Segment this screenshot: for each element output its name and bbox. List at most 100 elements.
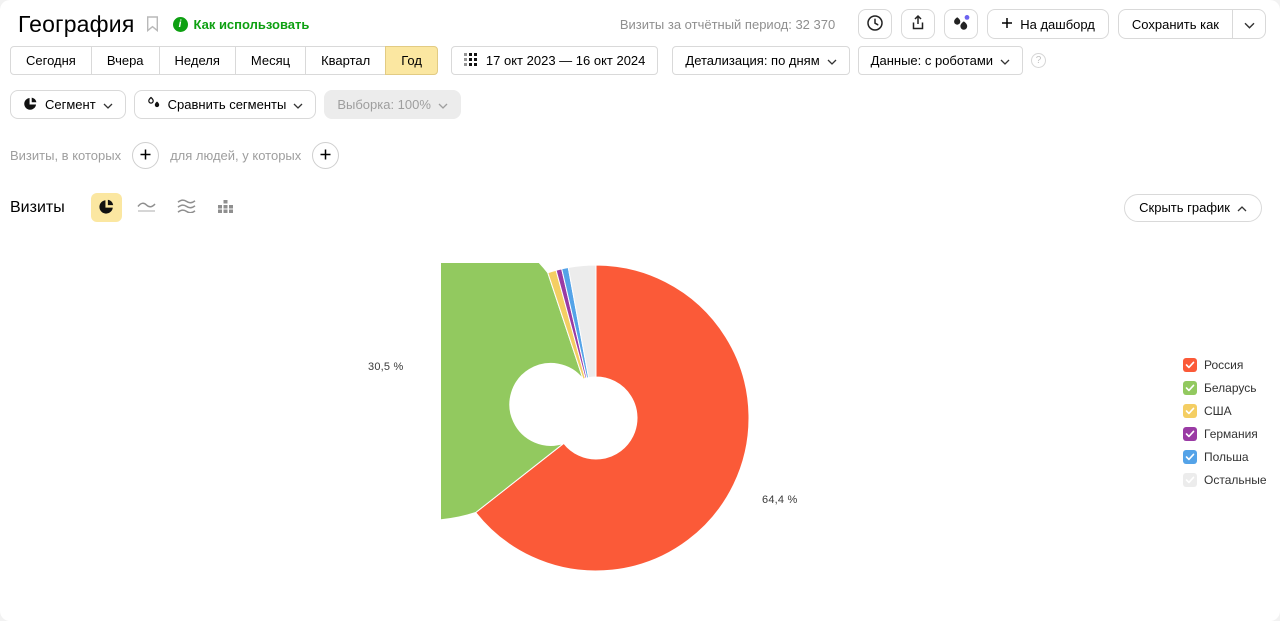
chart-type-pie-button[interactable] <box>90 193 122 222</box>
period-tab[interactable]: Вчера <box>90 46 160 75</box>
legend-checkbox[interactable] <box>1183 449 1197 464</box>
plus-icon <box>1001 17 1013 32</box>
check-icon <box>1185 430 1195 437</box>
compare-segments-button[interactable]: Сравнить сегменты <box>133 90 317 119</box>
ai-assistant-button[interactable] <box>944 9 979 39</box>
chart-type-columns-button[interactable] <box>211 193 242 222</box>
pie-slice-1[interactable] <box>474 264 750 572</box>
segment-button[interactable]: Сегмент <box>10 90 126 119</box>
data-robots-dropdown[interactable]: Данные: с роботами <box>857 46 1024 75</box>
donut-chart <box>441 263 750 572</box>
calendar-grid-icon <box>463 52 478 69</box>
period-tab[interactable]: Месяц <box>234 46 307 75</box>
add-to-dashboard-button[interactable]: На дашборд <box>987 9 1109 39</box>
legend-checkbox[interactable] <box>1183 357 1197 372</box>
sample-button[interactable]: Выборка: 100% <box>324 90 461 119</box>
detalization-label: Детализация: по дням <box>685 53 820 68</box>
date-range-label: 17 окт 2023 — 16 окт 2024 <box>485 53 646 68</box>
check-icon <box>1185 361 1195 368</box>
segments-row: Сегмент Сравнить сегменты Выборка: 100% <box>10 90 461 119</box>
legend-checkbox[interactable] <box>1183 472 1197 487</box>
how-to-use-link[interactable]: Как использовать <box>193 16 310 32</box>
period-tab[interactable]: Квартал <box>305 46 387 75</box>
add-people-filter-button[interactable] <box>312 142 340 169</box>
legend-checkbox[interactable] <box>1183 380 1197 395</box>
drops-icon <box>147 96 161 113</box>
check-icon <box>1185 407 1195 414</box>
clock-icon <box>866 14 884 35</box>
chart-type-area-button[interactable] <box>171 193 202 222</box>
check-icon <box>1185 476 1195 483</box>
chart-type-switcher <box>90 193 242 222</box>
columns-chart-icon <box>218 199 234 217</box>
export-icon <box>909 14 927 35</box>
page-header: География i Как использовать Визиты за о… <box>18 8 1266 40</box>
period-tab[interactable]: Сегодня <box>10 46 92 75</box>
info-icon: i <box>172 16 188 32</box>
save-as-dropdown-button[interactable] <box>1232 9 1266 39</box>
export-button[interactable] <box>901 9 936 39</box>
legend-checkbox[interactable] <box>1183 426 1197 441</box>
page-title: География <box>18 10 135 37</box>
period-tab[interactable]: Год <box>385 46 438 75</box>
legend-item[interactable]: Россия <box>1183 353 1267 376</box>
people-filter-label: для людей, у которых <box>170 148 302 163</box>
legend-item[interactable]: Польша <box>1183 445 1267 468</box>
legend-label: Остальные <box>1204 472 1267 487</box>
filters-row: Визиты, в которых для людей, у которых <box>10 142 340 169</box>
legend-checkbox[interactable] <box>1183 403 1197 418</box>
metrica-ai-icon <box>951 13 971 36</box>
metric-row: Визиты <box>10 193 1262 222</box>
legend-item[interactable]: Беларусь <box>1183 376 1267 399</box>
slice-label-belarus: 30,5 % <box>368 361 404 373</box>
segment-label: Сегмент <box>45 97 96 112</box>
save-as-split-button: Сохранить как <box>1117 9 1266 39</box>
chart-legend: Россия Беларусь США Германия Польша Остальные <box>1183 353 1267 491</box>
period-tab[interactable]: Неделя <box>158 46 236 75</box>
sample-label: Выборка: 100% <box>337 97 431 112</box>
date-range-button[interactable]: 17 окт 2023 — 16 окт 2024 <box>450 46 659 75</box>
chevron-up-icon <box>1237 200 1247 215</box>
pie-chart-icon <box>98 198 115 218</box>
period-toolbar: Сегодня Вчера Неделя Месяц Квартал Год 17 окт… <box>10 46 1047 75</box>
visits-period-summary: Визиты за отчётный период: 32 370 <box>619 16 836 32</box>
legend-label: Германия <box>1204 426 1258 441</box>
save-as-button[interactable]: Сохранить как <box>1117 9 1233 39</box>
chart-type-line-button[interactable] <box>131 193 162 222</box>
hide-chart-button[interactable]: Скрыть график <box>1124 193 1262 222</box>
chevron-down-icon <box>1244 17 1255 32</box>
bookmark-icon[interactable] <box>146 16 159 32</box>
pie-slice-2[interactable] <box>441 263 584 521</box>
hide-chart-label: Скрыть график <box>1139 200 1230 215</box>
plus-icon <box>319 148 332 164</box>
add-visit-filter-button[interactable] <box>132 142 160 169</box>
add-to-dashboard-label: На дашборд <box>1020 16 1095 32</box>
period-tabs: Сегодня Вчера Неделя Месяц Квартал Год <box>10 46 438 75</box>
legend-label: Россия <box>1204 357 1244 372</box>
legend-label: Беларусь <box>1204 380 1257 395</box>
detalization-dropdown[interactable]: Детализация: по дням <box>672 46 850 75</box>
legend-item[interactable]: Германия <box>1183 422 1267 445</box>
legend-label: Польша <box>1204 449 1249 464</box>
legend-item[interactable]: США <box>1183 399 1267 422</box>
compare-segments-label: Сравнить сегменты <box>167 97 287 112</box>
check-icon <box>1185 384 1195 391</box>
stacked-area-icon <box>177 199 196 216</box>
legend-item[interactable]: Остальные <box>1183 468 1267 491</box>
chevron-down-icon <box>827 53 837 68</box>
slice-label-russia: 64,4 % <box>762 494 798 506</box>
chevron-down-icon <box>438 97 448 112</box>
pie-segment-icon <box>23 96 38 114</box>
history-button[interactable] <box>858 9 893 39</box>
line-chart-icon <box>137 200 156 216</box>
metric-label: Визиты <box>10 198 65 216</box>
pie-slice-6[interactable] <box>567 264 597 379</box>
chevron-down-icon <box>1000 53 1010 68</box>
check-icon <box>1185 453 1195 460</box>
legend-label: США <box>1204 403 1232 418</box>
plus-icon <box>139 148 152 164</box>
help-icon[interactable]: ? <box>1031 53 1047 68</box>
header-actions: Визиты за отчётный период: 32 370 <box>620 9 1266 39</box>
chevron-down-icon <box>103 97 113 112</box>
data-robots-label: Данные: с роботами <box>870 53 994 68</box>
